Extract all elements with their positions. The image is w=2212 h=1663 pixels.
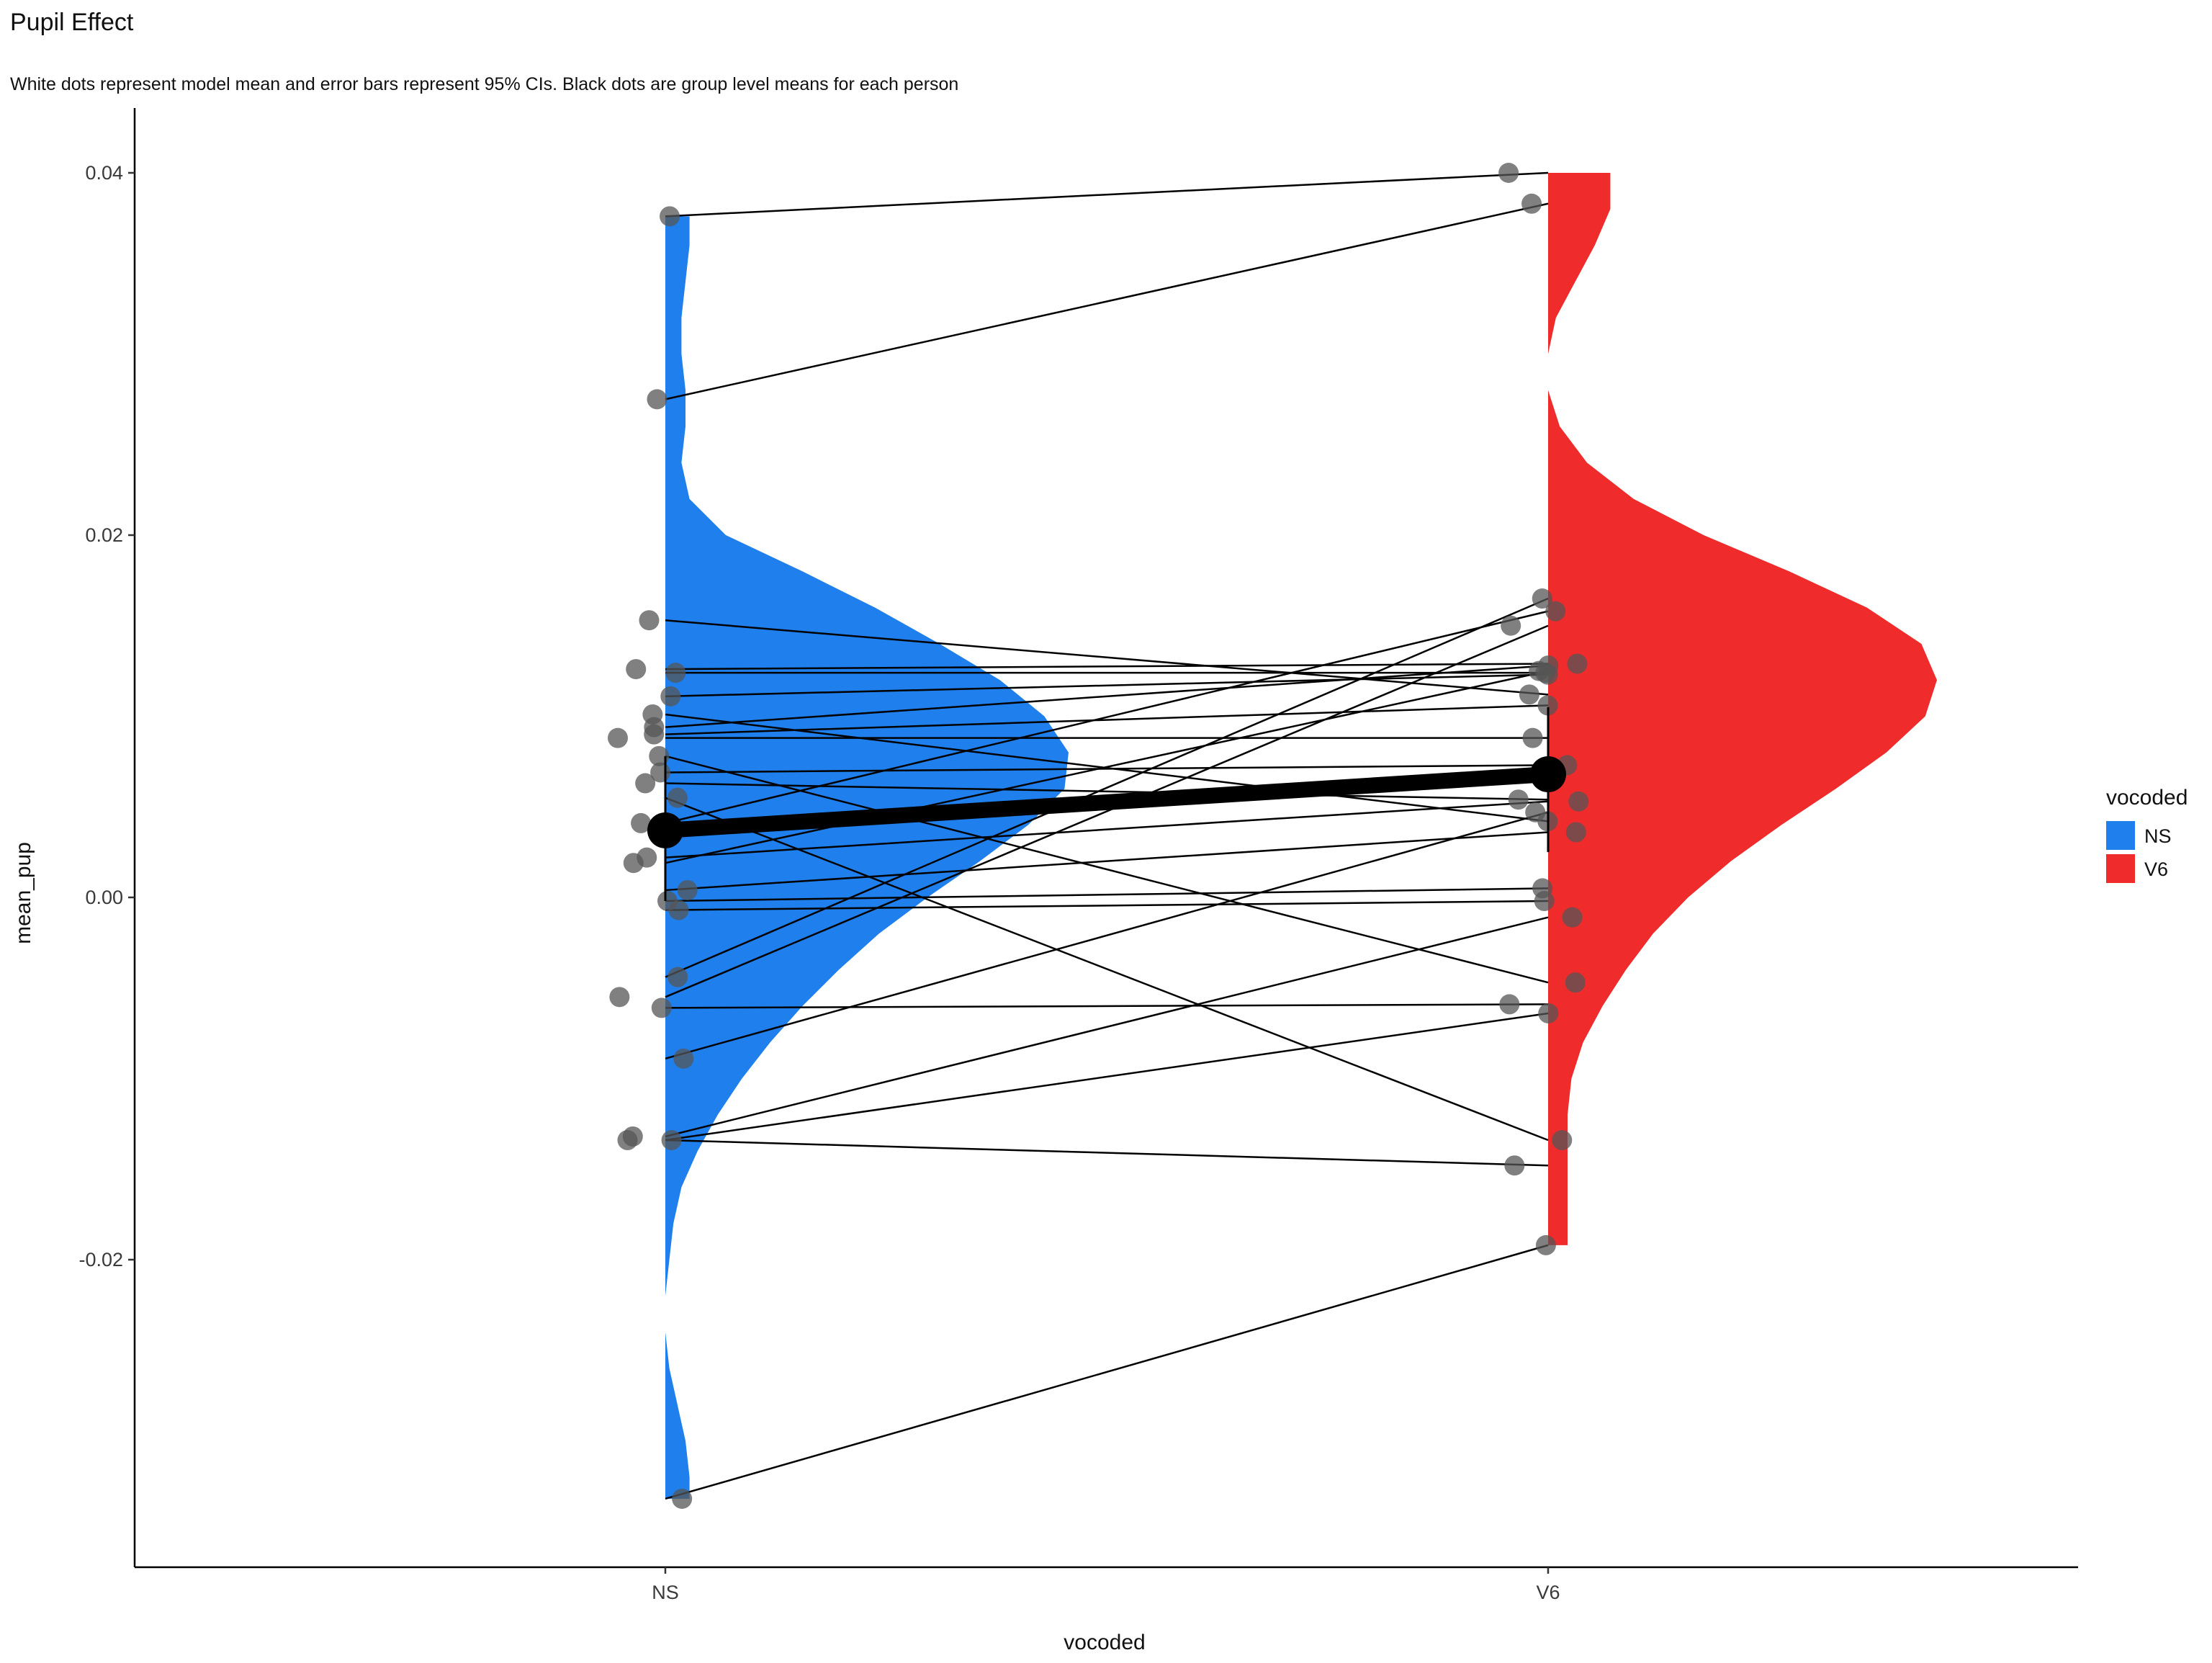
participant-line: [665, 663, 1549, 671]
participant-line: [665, 664, 1549, 728]
density-v6: [1548, 173, 1937, 1245]
legend-title: vocoded: [2106, 786, 2188, 810]
point-ns: [644, 724, 665, 745]
participant-line: [665, 916, 1549, 1138]
point-ns: [617, 1130, 638, 1151]
point-v6: [1534, 891, 1555, 912]
point-ns: [607, 727, 628, 748]
point-ns: [660, 686, 681, 707]
participant-line: [665, 704, 1549, 735]
participant-line: [665, 764, 1549, 774]
point-ns: [635, 773, 656, 794]
chart-title: Pupil Effect: [10, 9, 134, 36]
participant-line: [665, 782, 1549, 801]
point-ns: [672, 1488, 693, 1509]
point-ns: [673, 1048, 694, 1069]
mean-line: [657, 766, 1556, 838]
x-axis-label: vocoded: [1064, 1631, 1145, 1654]
point-ns: [649, 745, 670, 766]
point-v6: [1529, 660, 1550, 681]
point-v6: [1535, 1234, 1556, 1255]
point-ns: [639, 610, 660, 631]
participant-line: [665, 1139, 1549, 1167]
point-ns: [660, 206, 680, 227]
point-v6: [1562, 907, 1583, 928]
point-v6: [1567, 653, 1588, 674]
plot-area: 0.04 0.02 0.00 -0.02 NS V6: [78, 108, 2078, 1603]
x-tick-label: V6: [1536, 1582, 1560, 1603]
participant-line: [665, 171, 1549, 218]
y-tick-label: 0.00: [85, 887, 123, 908]
participant-line: [665, 673, 1549, 698]
point-ns: [677, 879, 698, 900]
point-ns: [623, 853, 644, 874]
point-ns: [626, 659, 647, 680]
point-ns: [667, 967, 688, 987]
mean-dot-ns: [647, 812, 683, 848]
point-v6: [1521, 193, 1542, 214]
point-ns: [631, 812, 652, 833]
y-axis-label: mean_pup: [12, 842, 35, 944]
mean-dot-v6: [1530, 756, 1566, 792]
participant-line: [665, 1244, 1549, 1500]
point-ns: [665, 663, 686, 683]
point-v6: [1545, 601, 1566, 622]
y-tick-label: 0.04: [85, 162, 123, 184]
legend: vocoded NS V6: [2106, 786, 2188, 883]
participant-line: [665, 797, 1549, 1142]
point-v6: [1568, 791, 1589, 812]
participant-line: [665, 202, 1549, 400]
point-v6: [1499, 994, 1520, 1015]
point-v6: [1519, 684, 1539, 705]
point-v6: [1508, 789, 1529, 810]
point-v6: [1565, 972, 1586, 993]
participant-line: [665, 755, 1549, 984]
participant-line: [665, 900, 1549, 911]
x-tick-label: NS: [652, 1582, 679, 1603]
point-ns: [609, 987, 630, 1008]
y-tick-label: 0.02: [85, 524, 123, 546]
participant-line: [665, 619, 1549, 696]
point-v6: [1552, 1130, 1573, 1151]
point-v6: [1537, 695, 1558, 716]
participant-line: [665, 887, 1549, 902]
participant-line: [665, 800, 1549, 859]
legend-label-ns: NS: [2144, 825, 2172, 847]
point-ns: [668, 900, 689, 920]
participant-line: [665, 831, 1549, 892]
point-v6: [1565, 822, 1586, 843]
participant-line: [665, 610, 1549, 825]
point-v6: [1504, 1155, 1525, 1176]
chart-subtitle: White dots represent model mean and erro…: [10, 74, 958, 94]
point-ns: [667, 787, 688, 808]
point-ns: [661, 1130, 682, 1151]
participant-line: [665, 1012, 1549, 1142]
legend-swatch-ns: [2106, 821, 2135, 850]
participant-line: [665, 1003, 1549, 1009]
point-v6: [1501, 615, 1521, 636]
point-ns: [651, 998, 672, 1018]
point-v6: [1532, 588, 1552, 609]
point-v6: [1538, 1003, 1559, 1023]
density-ns: [665, 216, 1069, 1499]
point-v6: [1522, 727, 1543, 748]
participant-line: [665, 597, 1549, 978]
point-v6: [1498, 163, 1519, 183]
point-ns: [647, 389, 667, 410]
legend-label-v6: V6: [2144, 859, 2168, 880]
participant-line: [665, 670, 1549, 864]
legend-swatch-v6: [2106, 854, 2135, 883]
y-tick-label: -0.02: [78, 1249, 123, 1270]
participant-line: [665, 624, 1549, 998]
participant-line: [665, 811, 1549, 1060]
point-v6: [1525, 802, 1546, 822]
